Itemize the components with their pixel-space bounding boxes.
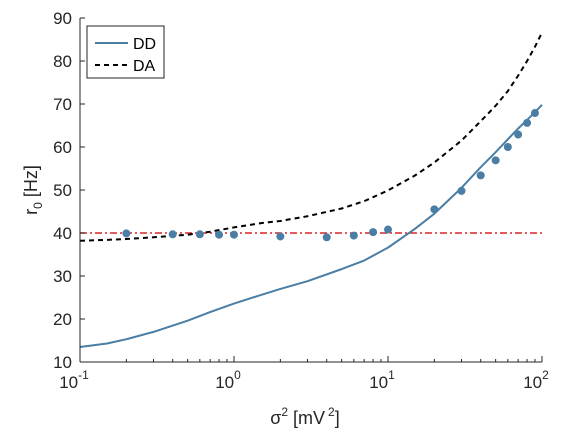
y-tick-label: 70 [53, 95, 72, 114]
data-point [530, 109, 539, 118]
x-tick-label: 100 [215, 368, 241, 392]
x-tick-label: 102 [523, 368, 549, 392]
x-tick-label: 101 [369, 368, 395, 392]
x-axis-label: σ2 [mV 2] [270, 405, 340, 428]
data-point [430, 205, 439, 214]
data-point [457, 186, 466, 195]
data-point [122, 229, 131, 238]
data-point [276, 232, 285, 241]
data-point [503, 143, 512, 151]
data-point [369, 228, 378, 237]
data-point [168, 230, 177, 239]
y-tick-label: 50 [53, 181, 72, 200]
y-tick-label: 10 [53, 353, 72, 372]
y-tick-label: 30 [53, 267, 72, 286]
series-line-dd [79, 104, 543, 348]
data-point [215, 230, 224, 239]
y-tick-label: 20 [53, 310, 72, 329]
legend-label-da: DA [133, 58, 156, 75]
legend-label-dd: DD [133, 36, 156, 53]
data-point [195, 230, 204, 239]
series-line-da [79, 32, 543, 242]
data-point [476, 171, 485, 180]
data-point [349, 231, 358, 240]
data-point [491, 156, 500, 165]
data-point [523, 118, 532, 127]
data-point [514, 130, 523, 139]
legend-box [86, 25, 165, 79]
y-tick-label: 80 [53, 52, 72, 71]
y-tick-label: 60 [53, 138, 72, 157]
axes: 10 20 30 40 50 60 70 80 90 10-1 100 101 102 [53, 9, 549, 392]
legend: DD DA [86, 25, 165, 79]
y-axis-label: r0 [Hz] [21, 165, 45, 215]
x-tick-label: 10-1 [59, 368, 89, 392]
plot-area [79, 32, 543, 348]
data-point [230, 230, 238, 239]
y-tick-label: 90 [53, 9, 72, 28]
data-point [322, 233, 331, 242]
y-tick-label: 40 [53, 224, 72, 243]
data-point [384, 225, 392, 234]
